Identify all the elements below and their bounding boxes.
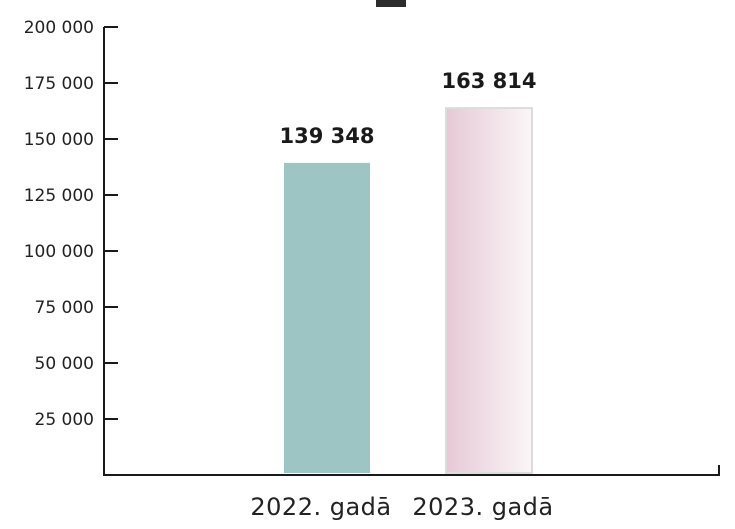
y-tick-label: 125 000 xyxy=(24,186,94,206)
y-tick-label: 25 000 xyxy=(35,410,94,430)
y-tick-label: 75 000 xyxy=(35,298,94,318)
y-tick-label: 175 000 xyxy=(24,74,94,94)
y-tick-label: 100 000 xyxy=(24,242,94,262)
x-category-label: 2022. gadā xyxy=(250,493,391,521)
bar xyxy=(445,107,533,474)
bar xyxy=(284,162,370,473)
bars: 139 348 163 814 xyxy=(280,69,537,474)
y-tick-label: 50 000 xyxy=(35,354,94,374)
x-category-label: 2023. gadā xyxy=(412,493,553,521)
y-tick-label: 200 000 xyxy=(24,18,94,38)
data-label: 139 348 xyxy=(280,124,375,148)
x-axis: 2022. gadā 2023. gadā xyxy=(104,465,720,521)
data-label: 163 814 xyxy=(442,69,537,93)
y-tick-label: 150 000 xyxy=(24,130,94,150)
y-axis: 25 000 50 000 75 000 100 000 125 000 150 000 1… xyxy=(24,18,118,476)
top-tab-mark xyxy=(376,0,406,7)
